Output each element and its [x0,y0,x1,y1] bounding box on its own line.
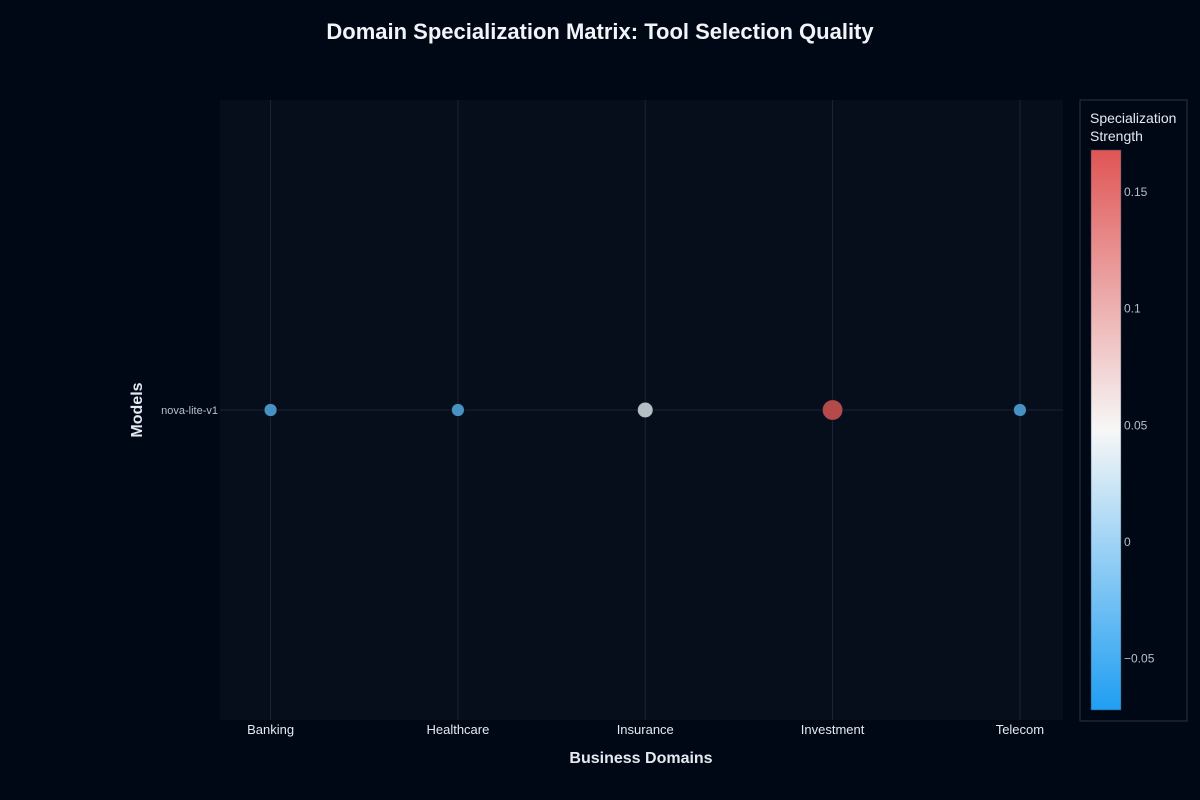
x-tick-telecom: Telecom [996,722,1044,737]
colorbar-title-line-2: Strength [1090,128,1143,144]
point-nova-lite-v1-investment [821,399,844,421]
x-axis-title: Business Domains [569,750,712,767]
point-nova-lite-v1-insurance [636,401,654,419]
y-axis-title: Models [129,382,146,437]
x-tick-insurance: Insurance [617,722,674,737]
colorbar-tick-labels: −0.05 0 0.05 0.1 0.15 [1124,185,1155,666]
y-tick-labels: nova-lite-v1 [161,405,218,417]
point-nova-lite-v1-banking [263,402,278,418]
x-tick-investment: Investment [801,722,865,737]
chart-title: Domain Specialization Matrix: Tool Selec… [326,19,874,44]
colorbar-tick-4: 0.15 [1124,185,1148,199]
colorbar-tick-0: −0.05 [1124,652,1155,666]
colorbar-title: Specialization Strength [1090,110,1180,144]
x-tick-banking: Banking [247,722,294,737]
colorbar-scale [1090,149,1122,711]
point-nova-lite-v1-telecom [1012,402,1028,418]
colorbar-tick-1: 0 [1124,535,1131,549]
point-nova-lite-v1-healthcare [450,402,466,418]
colorbar-tick-3: 0.1 [1124,302,1141,316]
data-points [263,399,1028,421]
y-tick-nova-lite-v1: nova-lite-v1 [161,405,218,417]
colorbar: Specialization Strength −0.05 0 0.05 0.1 0.1… [1079,99,1188,722]
x-tick-healthcare: Healthcare [426,722,489,737]
x-tick-labels: Banking Healthcare Insurance Investment Tele… [247,722,1044,737]
colorbar-title-line-1: Specialization [1090,110,1176,126]
colorbar-tick-2: 0.05 [1124,418,1148,432]
